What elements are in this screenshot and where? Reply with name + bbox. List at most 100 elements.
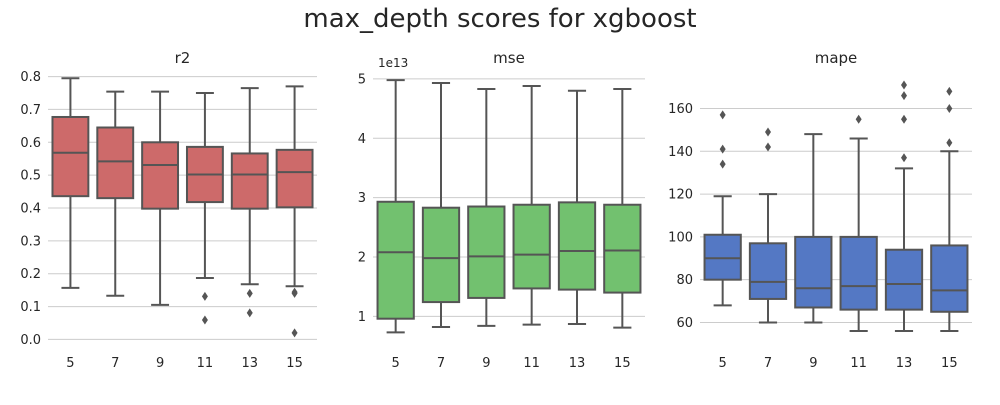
y-tick-label: 0.6 [20, 136, 41, 151]
x-tick-label: 15 [286, 356, 303, 371]
panel-mape: mape 60 80 100 120 140 160 5 7 9 11 13 15 [668, 49, 972, 371]
outlier-point [201, 291, 208, 301]
y-tick-label: 0.5 [20, 169, 41, 184]
x-tick-label: 15 [941, 356, 958, 371]
y-tick-label: 100 [668, 230, 693, 245]
box-7 [96, 90, 135, 297]
axis-offset-label: 1e13 [378, 56, 408, 70]
x-tick-label: 13 [569, 356, 586, 371]
panel-mse: mse 1 2 3 4 5 1e13 5 7 9 11 13 15 [358, 49, 645, 371]
y-tick-label: 160 [668, 102, 693, 117]
y-tick-label: 120 [668, 188, 693, 203]
x-tick-label: 11 [850, 356, 867, 371]
outlier-point [765, 127, 771, 137]
x-tick-label: 9 [482, 356, 490, 371]
y-tick-label: 0.4 [20, 202, 41, 217]
box-11 [512, 85, 551, 326]
box-iqr [557, 201, 597, 291]
box-13 [557, 89, 597, 326]
panel-r2: r2 0.0 0.1 0.2 0.3 0.4 0.5 0.6 0.7 0.8 5 7 9 11 13 15 [20, 49, 317, 371]
box-15 [275, 85, 314, 338]
y-tick-label: 0.1 [20, 300, 41, 315]
outlier-point [946, 86, 953, 96]
box-iqr [930, 244, 969, 313]
box-7 [421, 82, 461, 329]
box-iqr [376, 200, 415, 320]
box-iqr [884, 248, 924, 311]
box-iqr [512, 203, 551, 290]
box-7 [748, 127, 788, 324]
y-tick-label: 0.3 [20, 234, 41, 249]
x-tick-label: 5 [719, 356, 727, 371]
box-iqr [141, 141, 180, 210]
box-iqr [230, 152, 269, 210]
box-iqr [51, 115, 90, 198]
x-tick-label: 15 [614, 356, 631, 371]
x-tick-label: 13 [896, 356, 913, 371]
y-tick-label: 0.2 [20, 267, 41, 282]
outlier-point [291, 328, 298, 338]
panel-title: mse [493, 49, 525, 67]
box-5 [376, 79, 415, 334]
x-tick-label: 7 [111, 356, 119, 371]
outlier-point [719, 144, 726, 154]
y-tick-label: 3 [358, 191, 366, 206]
y-tick-label: 4 [358, 132, 366, 147]
y-tick-label: 60 [676, 316, 693, 331]
x-tick-label: 9 [156, 356, 164, 371]
x-tick-label: 5 [66, 356, 74, 371]
y-tick-label: 80 [676, 273, 693, 288]
box-13 [230, 87, 269, 318]
box-15 [930, 86, 969, 333]
outlier-point [719, 159, 726, 169]
box-9 [141, 90, 180, 306]
box-9 [467, 87, 506, 327]
box-iqr [275, 148, 314, 209]
outlier-point [901, 80, 907, 90]
box-iqr [421, 206, 461, 304]
panel-title: mape [815, 49, 858, 67]
outlier-point [246, 288, 253, 298]
outlier-point [291, 288, 298, 298]
y-tick-label: 2 [358, 250, 366, 265]
x-tick-label: 7 [764, 356, 772, 371]
x-tick-label: 11 [197, 356, 214, 371]
y-tick-label: 5 [358, 72, 366, 87]
x-tick-label: 5 [392, 356, 400, 371]
box-iqr [703, 233, 742, 281]
box-iqr [603, 203, 642, 294]
box-5 [703, 110, 742, 307]
panel-title: r2 [175, 49, 191, 67]
outlier-point [946, 104, 953, 114]
outlier-point [201, 315, 208, 325]
figure-title: max_depth scores for xgboost [303, 4, 697, 34]
box-iqr [794, 235, 833, 309]
x-tick-label: 11 [523, 356, 540, 371]
box-iqr [748, 242, 788, 300]
outlier-point [855, 114, 862, 124]
y-tick-label: 0.7 [20, 103, 41, 118]
box-iqr [467, 205, 506, 299]
x-tick-label: 7 [437, 356, 445, 371]
x-tick-label: 13 [241, 356, 258, 371]
x-tick-label: 9 [809, 356, 817, 371]
outlier-point [719, 110, 726, 120]
outlier-point [765, 142, 771, 152]
outlier-point [901, 153, 907, 163]
box-15 [603, 87, 642, 329]
y-tick-label: 1 [358, 310, 366, 325]
box-5 [51, 77, 90, 289]
outlier-point [246, 308, 253, 318]
box-11 [185, 92, 224, 325]
outlier-point [901, 91, 907, 101]
y-tick-label: 140 [668, 145, 693, 160]
box-iqr [96, 126, 135, 200]
y-tick-label: 0.0 [20, 333, 41, 348]
outlier-point [901, 114, 907, 124]
box-11 [839, 114, 878, 333]
outlier-point [946, 138, 953, 148]
box-13 [884, 80, 924, 333]
box-iqr [839, 235, 878, 311]
